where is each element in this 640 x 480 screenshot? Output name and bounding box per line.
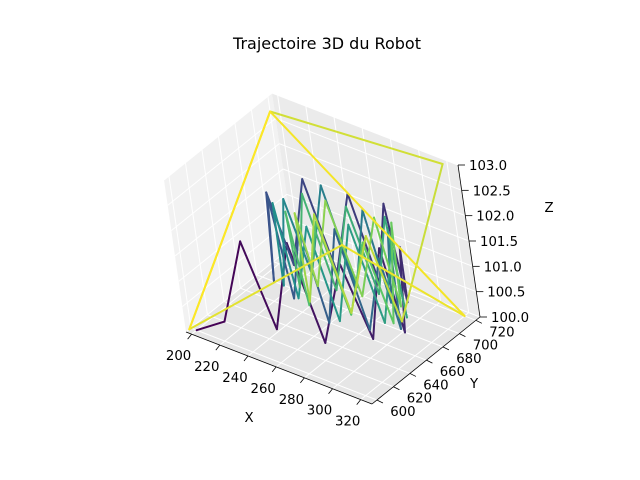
y-tick-label: 620 — [407, 392, 432, 407]
y-tick-mark — [442, 346, 450, 351]
trajectory-segment — [383, 243, 393, 324]
trajectory-segment — [373, 216, 402, 308]
trajectory-segment — [282, 198, 313, 275]
y-tick-mark — [393, 386, 400, 391]
x-tick-mark — [356, 399, 362, 405]
x-tick-mark — [271, 366, 277, 373]
trajectory-segment — [269, 110, 466, 317]
y-tick-label: 640 — [423, 379, 448, 394]
x-tick-mark — [215, 344, 221, 351]
x-tick-label: 260 — [251, 382, 276, 397]
x-tick-label: 280 — [279, 393, 304, 408]
x-axis-line — [185, 331, 373, 405]
x-tick-label: 200 — [166, 349, 191, 364]
x-tick-mark — [243, 355, 249, 362]
z-tick-label: 102.0 — [476, 210, 514, 225]
z-axis-label: Z — [544, 201, 553, 216]
trajectory-segment — [269, 110, 444, 165]
trajectory-segment — [300, 192, 338, 292]
z-tick-label: 100.0 — [491, 311, 529, 326]
y-tick-mark — [376, 399, 384, 404]
grid-lines — [163, 92, 481, 401]
trajectory-segment — [346, 192, 381, 285]
chart-title: Trajectoire 3D du Robot — [232, 34, 421, 53]
trajectory-segment — [266, 195, 275, 283]
trajectory-segment — [398, 245, 406, 334]
y-tick-mark — [459, 333, 466, 337]
trajectory-segment — [293, 212, 319, 288]
grid-line — [185, 244, 295, 333]
y-tick-mark — [426, 359, 433, 364]
x-tick-label: 320 — [335, 415, 360, 430]
y-tick-label: 720 — [489, 325, 514, 340]
grid-line — [275, 117, 462, 191]
z-tick-label: 101.5 — [480, 235, 518, 250]
x-tick-label: 220 — [194, 360, 219, 375]
x-axis-label: X — [244, 411, 253, 426]
x-tick-label: 240 — [222, 371, 247, 386]
y-tick-label: 700 — [473, 339, 498, 354]
z-tick-labels: 100.0 100.5 101.0 101.5 102.0 102.5 103.0 — [469, 159, 529, 326]
y-tick-mark — [409, 373, 417, 377]
trajectory-segment — [308, 213, 315, 303]
y-axis-label: Y — [469, 377, 479, 392]
grid-line — [271, 92, 459, 166]
trajectory-segment — [195, 320, 226, 332]
trajectory-segment — [338, 223, 350, 323]
trajectory-segment — [188, 244, 343, 331]
grid-line — [174, 168, 284, 257]
x-tick-mark — [300, 377, 305, 384]
trajectory-segment — [284, 210, 311, 307]
trajectory-segment — [188, 110, 272, 331]
trajectory — [188, 110, 466, 344]
trajectory-segment — [271, 202, 300, 300]
z-tick-label: 103.0 — [469, 159, 507, 174]
trajectory-segment — [301, 178, 339, 274]
trajectory-segment — [293, 212, 311, 303]
x-tick-label: 300 — [307, 404, 332, 419]
grid-line — [223, 300, 411, 374]
z-tick-label: 102.5 — [473, 184, 511, 199]
y-tick-label: 660 — [440, 365, 465, 380]
grid-line — [171, 143, 280, 232]
grid-line — [282, 168, 470, 242]
trajectory-segment — [338, 263, 375, 340]
trajectory-segment — [266, 195, 296, 300]
trajectory-segment — [316, 199, 327, 288]
grid-line — [190, 327, 378, 401]
trajectory-segment — [361, 209, 393, 304]
trajectory-segment — [313, 213, 353, 314]
trajectory-segment — [341, 244, 466, 317]
axis-lines — [185, 164, 487, 405]
z-tick-label: 101.0 — [484, 260, 522, 275]
y-axis-line — [371, 316, 481, 405]
trajectory-segment — [239, 240, 278, 331]
x-tick-mark — [328, 388, 333, 394]
trajectory-segment — [390, 221, 402, 308]
grid-line — [167, 117, 276, 206]
y-tick-label: 600 — [390, 405, 415, 420]
trajectory-segment — [271, 202, 285, 287]
trajectory-segment — [361, 216, 375, 298]
trajectory-segment — [401, 163, 444, 323]
trajectory-segment — [275, 242, 288, 331]
grid-line — [240, 287, 427, 361]
trajectory-segment — [364, 235, 403, 323]
z-tick-label: 100.5 — [487, 286, 525, 301]
grid-line — [279, 143, 466, 217]
y-tick-label: 680 — [456, 352, 481, 367]
x-tick-mark — [187, 333, 192, 340]
trajectory-segment — [350, 235, 367, 314]
grid-line — [207, 314, 394, 388]
y-tick-mark — [475, 319, 483, 324]
grid-line — [163, 92, 273, 181]
trajectory-segment — [324, 199, 364, 298]
